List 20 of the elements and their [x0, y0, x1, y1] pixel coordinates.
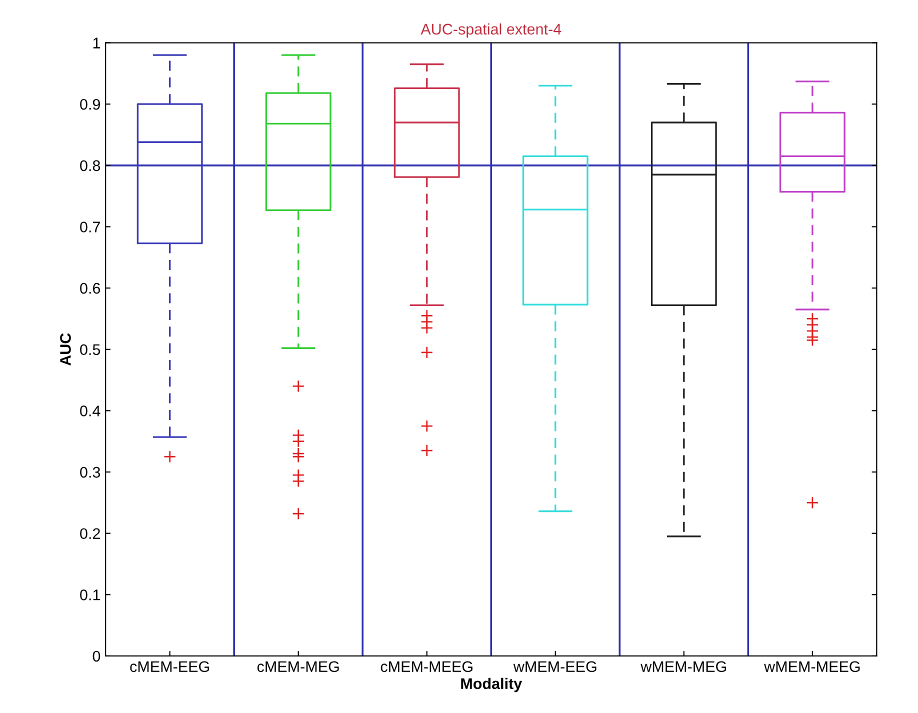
y-tick-label: 0.4 [80, 406, 100, 416]
y-tick-label: 1 [93, 38, 100, 48]
x-axis-title: Modality [461, 678, 522, 692]
x-tick-label: wMEM-EEG [513, 661, 596, 672]
x-tick-label: wMEM-MEEG [764, 661, 860, 672]
y-tick-label: 0.1 [80, 590, 100, 600]
x-tick-label: cMEM-EEG [130, 661, 210, 672]
y-tick-label: 0.2 [80, 528, 100, 540]
y-axis-title: AUC [60, 333, 71, 366]
y-tick-label: 0.8 [80, 160, 100, 172]
x-tick-label: wMEM-MEG [640, 661, 726, 672]
y-tick-label: 0.7 [80, 222, 100, 232]
y-tick-label: 0.9 [80, 98, 100, 110]
y-tick-label: 0.3 [80, 466, 100, 478]
y-tick-label: 0 [92, 650, 100, 662]
y-tick-label: 0.6 [80, 282, 100, 294]
x-tick-label: cMEM-MEEG [380, 661, 472, 672]
x-tick-label: cMEM-MEG [257, 661, 339, 672]
y-tick-label: 0.5 [80, 344, 100, 356]
chart-title: AUC-spatial extent-4 [420, 23, 562, 38]
